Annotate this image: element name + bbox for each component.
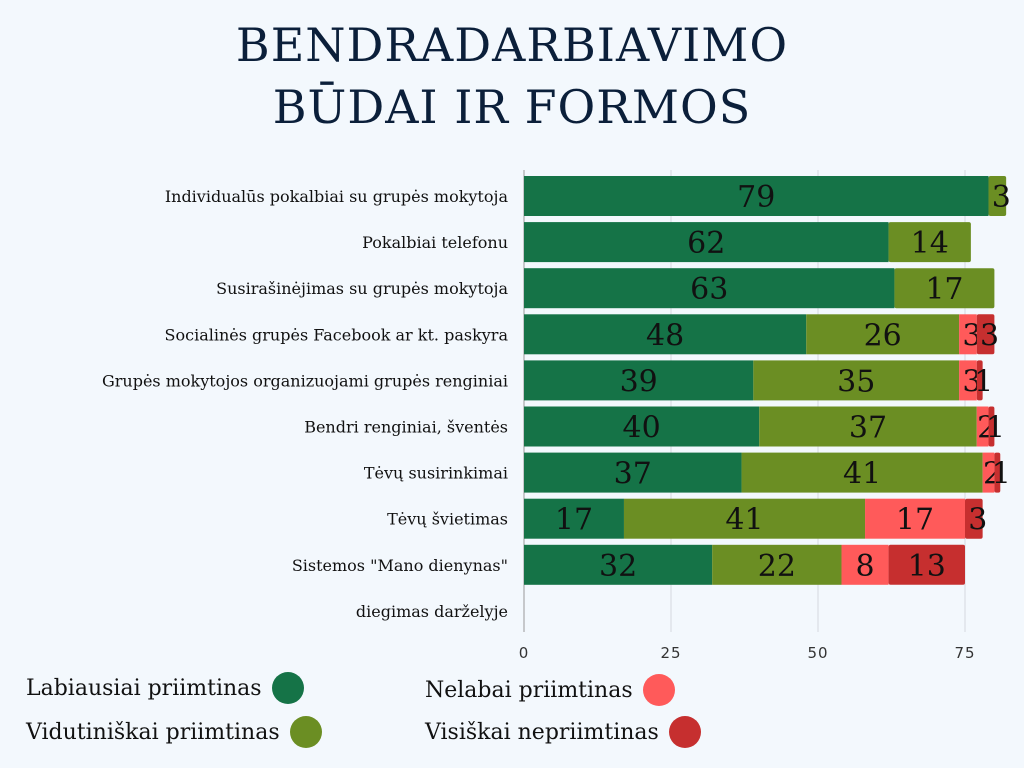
category-label-6: Tėvų susirinkimai (364, 464, 508, 483)
value-label-1-7: 41 (725, 503, 763, 538)
legend-swatch-labiausiai (271, 672, 304, 704)
legend-label-labiausiai: Labiausiai priimtinas (26, 675, 262, 701)
category-label-2: Susirašinėjimas su grupės mokytoja (216, 279, 508, 298)
bar-2-5 (976, 406, 989, 447)
legend-label-visiskai: Visiškai nepriimtinas (425, 719, 659, 745)
bar-1-4 (753, 360, 960, 401)
bar-2-7 (865, 498, 965, 539)
value-label-0-7: 17 (555, 503, 593, 538)
bar-3-7 (965, 498, 983, 539)
category-label-0: Individualūs pokalbiai su grupės mokytoj… (165, 187, 509, 206)
category-label-4: Grupės mokytojos organizuojami grupės re… (102, 371, 508, 390)
bar-3-4 (976, 360, 983, 401)
x-tick-label-50: 50 (807, 644, 828, 662)
x-tick-label-0: 0 (519, 644, 530, 662)
value-label-0-3: 48 (646, 318, 684, 353)
category-label-8: Sistemos "Mano dienynas" (292, 556, 508, 575)
bar-2-8 (841, 544, 889, 585)
legend-item-labiausiai: Labiausiai priimtinas (26, 672, 304, 704)
legend-swatch-vidutiniskai (289, 716, 322, 748)
value-label-1-5: 37 (849, 411, 887, 446)
legend-item-nelabai: Nelabai priimtinas (425, 674, 675, 706)
value-label-2-4: 3 (962, 364, 981, 399)
value-label-0-6: 37 (614, 457, 652, 492)
x-tick-label-25: 25 (660, 644, 681, 662)
bar-3-3 (976, 314, 995, 355)
bar-1-2 (894, 268, 995, 309)
value-label-1-1: 14 (911, 226, 949, 261)
value-label-3-7: 3 (968, 503, 987, 538)
value-label-0-1: 62 (687, 226, 725, 261)
bar-0-1 (524, 222, 889, 263)
bar-1-1 (888, 222, 971, 263)
category-label-9: diegimas darželyje (356, 602, 508, 621)
bar-0-0 (524, 176, 989, 216)
legend-swatch-nelabai (642, 674, 675, 706)
bar-3-6 (994, 452, 1001, 493)
bar-1-7 (623, 498, 866, 539)
value-label-1-3: 26 (864, 318, 902, 353)
bar-2-3 (959, 314, 977, 355)
bar-0-3 (524, 314, 807, 355)
category-label-1: Pokalbiai telefonu (362, 233, 508, 252)
value-label-0-2: 63 (690, 272, 728, 307)
bar-2-4 (959, 360, 977, 401)
chart-title: BENDRADARBIAVIMO BŪDAI IR FORMOS (0, 14, 1024, 138)
legend-swatch-visiskai (668, 716, 701, 748)
value-label-1-8: 22 (758, 549, 796, 584)
value-label-3-3: 3 (980, 318, 999, 353)
bar-3-5 (988, 406, 995, 447)
value-label-0-5: 40 (623, 411, 661, 446)
bar-0-8 (524, 544, 713, 585)
value-label-1-4: 35 (837, 364, 875, 399)
value-label-1-6: 41 (843, 457, 881, 492)
value-label-2-7: 17 (896, 503, 934, 538)
legend-item-vidutiniskai: Vidutiniškai priimtinas (26, 716, 322, 748)
bar-2-6 (982, 452, 995, 493)
value-label-2-8: 8 (855, 549, 874, 584)
category-label-5: Bendri renginiai, šventės (304, 418, 508, 437)
value-label-3-5: 1 (986, 411, 1005, 446)
chart-title-line-2: BŪDAI IR FORMOS (272, 80, 752, 134)
legend-label-nelabai: Nelabai priimtinas (425, 677, 633, 703)
legend-item-visiskai: Visiškai nepriimtinas (425, 716, 701, 748)
value-label-0-8: 32 (599, 549, 637, 584)
value-label-2-3: 3 (962, 318, 981, 353)
bar-0-4 (524, 360, 754, 401)
bar-1-6 (741, 452, 983, 493)
bar-0-2 (524, 268, 895, 309)
chart-title-line-1: BENDRADARBIAVIMO (235, 18, 789, 72)
bar-0-7 (524, 498, 624, 539)
value-label-3-6: 1 (992, 457, 1011, 492)
value-label-1-2: 17 (925, 272, 963, 307)
bar-0-5 (524, 406, 760, 447)
bar-1-3 (806, 314, 960, 355)
category-label-7: Tėvų švietimas (387, 510, 508, 529)
bar-1-0 (988, 176, 1007, 216)
value-label-1-0: 3 (992, 180, 1011, 215)
value-label-3-4: 1 (974, 364, 993, 399)
bar-1-8 (712, 544, 842, 585)
bar-3-8 (888, 544, 965, 585)
bar-1-5 (759, 406, 977, 447)
value-label-3-8: 13 (908, 549, 946, 584)
category-label-3: Socialinės grupės Facebook ar kt. paskyr… (165, 325, 509, 344)
x-tick-label-75: 75 (954, 644, 975, 662)
value-label-0-4: 39 (620, 364, 658, 399)
value-label-0-0: 79 (737, 180, 775, 215)
bar-0-6 (524, 452, 742, 493)
legend-label-vidutiniskai: Vidutiniškai priimtinas (26, 719, 280, 745)
